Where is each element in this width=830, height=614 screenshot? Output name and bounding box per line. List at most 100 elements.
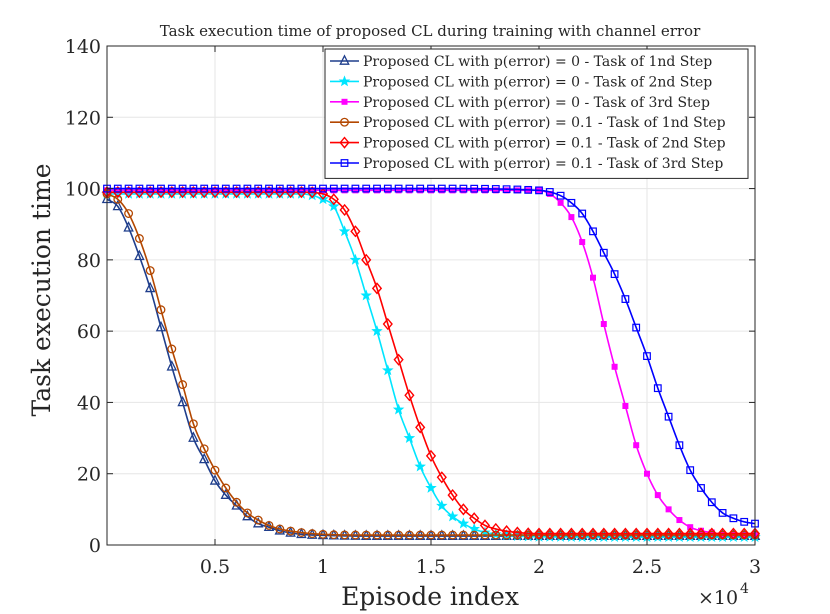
data-point [361, 530, 371, 540]
data-point [371, 325, 383, 337]
data-point [383, 184, 392, 193]
data-point [146, 184, 155, 193]
x-tick-label: 2 [533, 556, 545, 578]
legend-item: Proposed CL with p(error) = 0 - Task of … [330, 74, 712, 90]
data-point [394, 184, 403, 193]
data-point [566, 527, 577, 540]
data-point [665, 506, 672, 513]
y-tick-label: 100 [65, 179, 101, 201]
data-point [134, 234, 144, 243]
tick-labels: 0.5 1 1.5 2 2.5 3 0 20 40 60 80 100 120 140 [65, 36, 761, 578]
data-point [600, 321, 607, 328]
data-point [339, 136, 350, 149]
legend-item: Proposed CL with p(error) = 0 - Task of … [330, 54, 712, 70]
chart-title: Task execution time of proposed CL durin… [160, 22, 701, 40]
data-point [490, 522, 501, 536]
data-point [501, 525, 512, 538]
data-point [319, 187, 326, 194]
data-point [513, 185, 522, 194]
data-point [178, 380, 188, 390]
data-point [254, 184, 263, 193]
x-tick-label: 1 [317, 556, 329, 578]
series-line [107, 187, 756, 525]
data-point [144, 281, 156, 293]
legend-label: Proposed CL with p(error) = 0 - Task of … [363, 95, 710, 111]
data-point [577, 527, 588, 540]
data-point [621, 295, 630, 303]
data-point [491, 185, 500, 193]
data-point [502, 185, 511, 194]
x-tick-label: 2.5 [632, 556, 662, 578]
data-point [265, 184, 273, 193]
data-point [405, 184, 414, 193]
data-point [406, 187, 413, 194]
data-point [112, 199, 124, 211]
data-point [220, 488, 232, 499]
data-point [373, 187, 380, 194]
data-point [557, 199, 564, 206]
data-point [687, 524, 694, 531]
data-point [167, 184, 176, 193]
legend-item: Proposed CL with p(error) = 0.1 - Task o… [330, 115, 726, 131]
data-point [198, 452, 210, 464]
data-point [275, 524, 285, 534]
x-tick-label: 1.5 [416, 556, 446, 578]
data-point [211, 184, 219, 193]
data-point [740, 517, 749, 526]
data-point [382, 317, 393, 331]
data-point [481, 184, 489, 193]
data-point [479, 519, 491, 532]
data-point [568, 214, 575, 221]
data-point [221, 483, 231, 493]
legend-label: Proposed CL with p(error) = 0 - Task of … [363, 74, 712, 90]
data-point [286, 184, 295, 193]
legend-item: Proposed CL with p(error) = 0.1 - Task o… [330, 136, 726, 152]
data-point [155, 320, 167, 332]
data-point [339, 54, 350, 65]
data-point [449, 187, 456, 194]
data-point [427, 187, 434, 194]
series-6 [103, 184, 759, 528]
data-point [178, 184, 187, 193]
data-point [404, 530, 414, 540]
y-tick-label: 0 [89, 535, 101, 557]
data-point [242, 508, 252, 518]
data-point [481, 187, 488, 194]
data-point [394, 530, 404, 540]
data-point [567, 198, 576, 207]
data-point [338, 225, 351, 237]
legend-label: Proposed CL with p(error) = 0 - Task of … [363, 54, 712, 70]
data-point [654, 492, 661, 499]
data-point [352, 187, 359, 194]
data-point [340, 184, 349, 193]
data-point [264, 520, 274, 530]
data-point [590, 274, 597, 281]
data-point [644, 470, 651, 477]
data-point [209, 474, 221, 485]
data-point [545, 188, 554, 196]
data-point [372, 530, 382, 540]
data-point [512, 526, 523, 539]
data-point [579, 239, 586, 246]
data-point [427, 184, 435, 193]
data-point [643, 352, 651, 360]
data-point [339, 203, 350, 217]
data-point [166, 360, 178, 371]
x-multiplier-exponent: 4 [740, 581, 749, 597]
data-point [135, 184, 144, 193]
data-point [340, 159, 349, 167]
data-point [167, 344, 177, 354]
data-point [514, 187, 521, 194]
data-point [393, 353, 404, 366]
data-point [319, 184, 327, 193]
data-point [426, 530, 436, 540]
x-multiplier-label: ×10 [698, 587, 738, 609]
data-point [361, 253, 372, 266]
data-point [157, 184, 165, 193]
data-point [189, 184, 198, 193]
data-point [200, 184, 209, 193]
data-point [232, 184, 241, 193]
data-point [437, 184, 446, 193]
data-point [611, 363, 618, 370]
